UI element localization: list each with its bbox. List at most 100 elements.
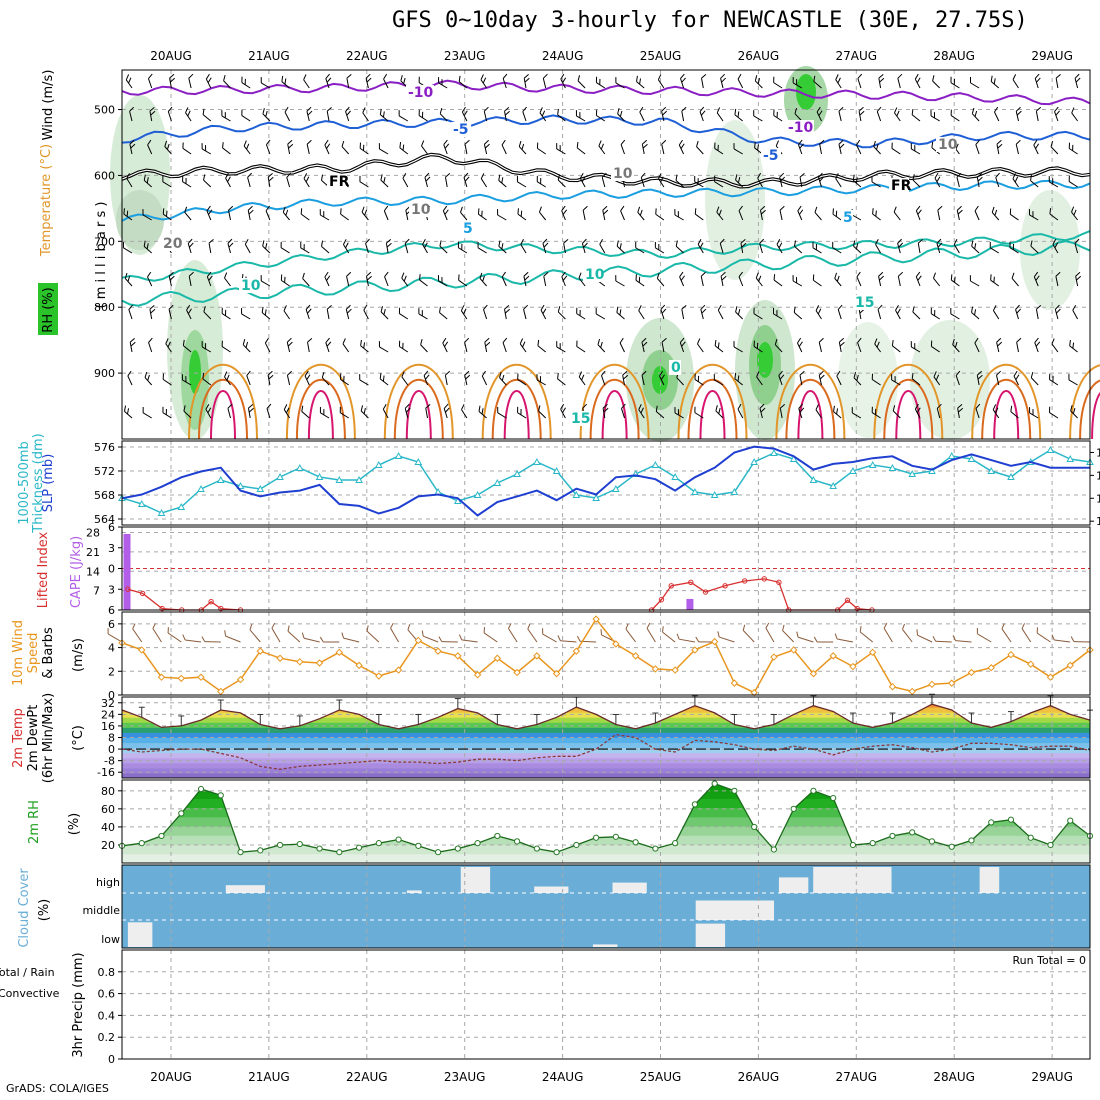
wind-speed-point bbox=[1007, 650, 1015, 659]
barb-flag bbox=[917, 238, 923, 244]
barb-staff bbox=[838, 111, 842, 122]
barb-staff bbox=[1049, 412, 1059, 419]
wind-barb bbox=[224, 272, 231, 287]
wind-barb bbox=[738, 205, 744, 221]
wind-barb bbox=[460, 206, 468, 221]
surface-wind-barb bbox=[883, 622, 893, 643]
wind-barb bbox=[990, 274, 1000, 287]
barb-flag bbox=[937, 205, 943, 211]
barb-flag bbox=[756, 342, 759, 349]
barb-staff bbox=[911, 378, 921, 386]
barb-flag bbox=[382, 403, 387, 410]
barb-flag bbox=[130, 143, 136, 149]
barb-staff bbox=[517, 412, 527, 419]
barb-flag bbox=[517, 406, 519, 413]
rh-point bbox=[1007, 816, 1015, 823]
barb-staff bbox=[635, 247, 645, 254]
temp-tick-label: -8 bbox=[104, 755, 115, 768]
wind-barb bbox=[621, 403, 626, 419]
wind-barb bbox=[325, 73, 332, 89]
barb-flag bbox=[227, 176, 231, 183]
barb-flag bbox=[879, 275, 884, 281]
thickness-point bbox=[829, 481, 838, 489]
barb-flag bbox=[382, 375, 385, 382]
rh-band bbox=[122, 853, 1090, 863]
barb-flag bbox=[501, 374, 505, 381]
barb-flag bbox=[754, 141, 756, 148]
rh-point bbox=[770, 846, 778, 853]
wind-barb bbox=[124, 405, 133, 419]
barb-flag bbox=[1049, 406, 1051, 413]
barb-staff bbox=[484, 342, 488, 353]
barb-staff bbox=[971, 312, 980, 320]
barb-flag bbox=[365, 238, 370, 244]
temperature-band bbox=[122, 732, 1090, 738]
wind-barb bbox=[205, 403, 212, 419]
barb-staff bbox=[340, 378, 349, 386]
wind-barb bbox=[1055, 271, 1061, 287]
barb-flag bbox=[221, 340, 223, 347]
barb-flag bbox=[280, 274, 283, 281]
barb-flag bbox=[794, 107, 798, 114]
barb-flag bbox=[798, 139, 803, 145]
barb-flag bbox=[812, 241, 814, 248]
barb-flag bbox=[581, 176, 586, 182]
barb-staff bbox=[321, 377, 330, 386]
barb-staff bbox=[464, 342, 468, 353]
barb-flag bbox=[147, 271, 152, 278]
barb-flag bbox=[835, 210, 838, 217]
barb-flag bbox=[911, 372, 914, 379]
barb-staff bbox=[738, 210, 744, 221]
wind-barb bbox=[437, 275, 448, 287]
barb-flag bbox=[203, 306, 206, 312]
barb-flag bbox=[325, 337, 330, 343]
barb-flag bbox=[616, 306, 619, 313]
wind-barb bbox=[733, 143, 743, 155]
wind-barb bbox=[540, 304, 547, 320]
barb-flag bbox=[1012, 244, 1014, 250]
barb-flag bbox=[1049, 208, 1052, 215]
barb-flag bbox=[561, 205, 566, 212]
barb-staff bbox=[734, 114, 744, 122]
barb-staff bbox=[385, 243, 389, 254]
barb-flag bbox=[282, 206, 286, 213]
rh-point bbox=[672, 840, 679, 847]
boundary-layer-contour bbox=[1079, 379, 1100, 440]
wind-barb bbox=[679, 337, 686, 353]
barb-staff bbox=[971, 245, 980, 254]
barb-staff bbox=[757, 177, 763, 188]
wind-barb bbox=[714, 175, 724, 188]
barb-staff bbox=[1071, 211, 1078, 221]
temperature-axis-label: Temperature (°C) bbox=[39, 144, 54, 257]
barb-staff bbox=[792, 82, 803, 89]
barb-flag bbox=[343, 239, 347, 245]
wind-barb bbox=[260, 77, 271, 89]
boundary-layer-contour bbox=[895, 390, 922, 440]
temperature-band bbox=[122, 722, 1090, 728]
barb-flag bbox=[321, 174, 324, 181]
wind-barb bbox=[518, 140, 527, 155]
barb-flag bbox=[737, 73, 742, 80]
barb-flag bbox=[540, 304, 545, 311]
contour-label: -5 bbox=[763, 148, 779, 164]
barb-flag bbox=[464, 139, 470, 145]
barb-flag bbox=[127, 408, 130, 415]
barb-flag bbox=[441, 79, 443, 85]
wind-barb bbox=[346, 73, 352, 89]
wind-barb bbox=[339, 406, 349, 419]
rh-point bbox=[138, 840, 145, 847]
barb-flag bbox=[438, 77, 440, 83]
barb-staff bbox=[912, 311, 921, 320]
barb-flag bbox=[641, 337, 647, 343]
barb-flag bbox=[818, 110, 823, 116]
barb-flag bbox=[124, 405, 127, 412]
barb-flag bbox=[184, 206, 188, 213]
barb-staff bbox=[675, 180, 684, 188]
wind-barb bbox=[598, 140, 606, 155]
barb-staff bbox=[578, 376, 586, 386]
barb-staff bbox=[716, 211, 724, 221]
barb-flag bbox=[677, 409, 679, 415]
barb-flag bbox=[305, 304, 311, 310]
wind-barb bbox=[576, 340, 586, 353]
barb-staff bbox=[1030, 245, 1039, 254]
